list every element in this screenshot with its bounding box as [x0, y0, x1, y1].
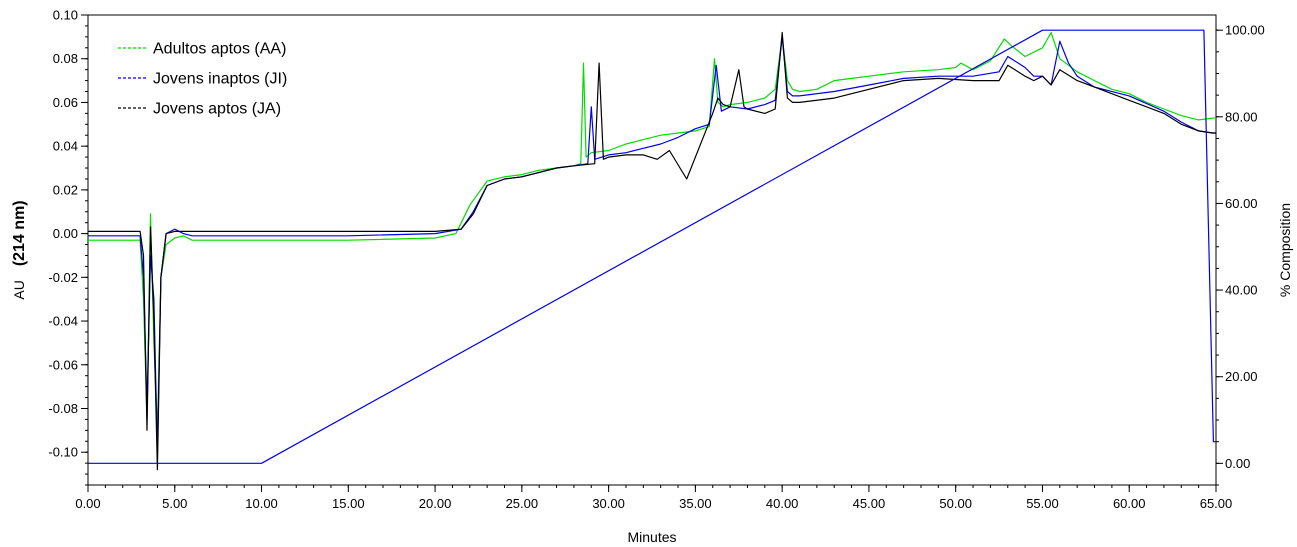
x-tick-label: 25.00	[506, 496, 539, 511]
y-tick-label: 0.10	[53, 8, 78, 23]
y-tick-label: 0.08	[53, 51, 78, 66]
x-tick-label: 50.00	[939, 496, 972, 511]
x-tick-label: 10.00	[245, 496, 278, 511]
y-axis-ticks: 0.10 0.08 0.06 0.04 0.02 0.00 -0.02 -0.04 -0.06 -…	[48, 8, 88, 460]
x-tick-label: 45.00	[853, 496, 886, 511]
series-line-aa	[88, 31, 1217, 431]
y2-tick-label: 20.00	[1225, 369, 1258, 384]
legend-label: Jovens aptos (JA)	[153, 101, 281, 118]
plot-frame	[87, 14, 1217, 486]
y2-axis-label: % Composition	[1277, 203, 1293, 297]
x-tick-label: 20.00	[419, 496, 452, 511]
y-tick-label: -0.10	[48, 445, 78, 460]
y-tick-label: 0.00	[53, 226, 78, 241]
legend: Adultos aptos (AA) Jovens inaptos (JI) Jov…	[118, 41, 287, 118]
x-tick-label: 40.00	[766, 496, 799, 511]
series-line-ja	[88, 31, 1216, 471]
x-tick-label: 5.00	[162, 496, 187, 511]
x-axis-ticks: 0.00 5.00 10.00 15.00 20.00 25.00 30.00 35.00 40…	[75, 485, 1232, 511]
series-lines	[88, 29, 1217, 471]
y-axis-label: AU (214 nm)	[11, 200, 28, 299]
y2-tick-label: 0.00	[1225, 456, 1250, 471]
y2-tick-label: 80.00	[1225, 109, 1258, 124]
series-line-ji	[88, 36, 1216, 453]
y-tick-label: 0.06	[53, 95, 78, 110]
y2-tick-label: 100.00	[1225, 23, 1265, 38]
x-tick-label: 30.00	[592, 496, 625, 511]
x-tick-label: 0.00	[75, 496, 100, 511]
legend-label: Jovens inaptos (JI)	[153, 71, 287, 88]
y-tick-label: -0.08	[48, 401, 78, 416]
y2-axis-ticks: 100.00 80.00 60.00 40.00 20.00 0.00	[1216, 23, 1265, 471]
y-tick-label: -0.02	[48, 270, 78, 285]
y-axis-label-bold: (214 nm)	[11, 200, 28, 266]
gradient-composition-line	[88, 29, 1216, 464]
y-tick-label: 0.04	[53, 139, 78, 154]
y-tick-label: -0.06	[48, 357, 78, 372]
x-tick-label: 60.00	[1113, 496, 1146, 511]
x-tick-label: 65.00	[1200, 496, 1233, 511]
y-tick-label: -0.04	[48, 314, 78, 329]
y2-tick-label: 60.00	[1225, 196, 1258, 211]
x-axis-label: Minutes	[627, 529, 676, 545]
y-axis-label-prefix: AU	[11, 280, 27, 299]
x-tick-label: 15.00	[332, 496, 365, 511]
y-tick-label: 0.02	[53, 182, 78, 197]
legend-label: Adultos aptos (AA)	[153, 41, 286, 58]
x-tick-label: 55.00	[1026, 496, 1059, 511]
x-tick-label: 35.00	[679, 496, 712, 511]
y2-tick-label: 40.00	[1225, 283, 1258, 298]
